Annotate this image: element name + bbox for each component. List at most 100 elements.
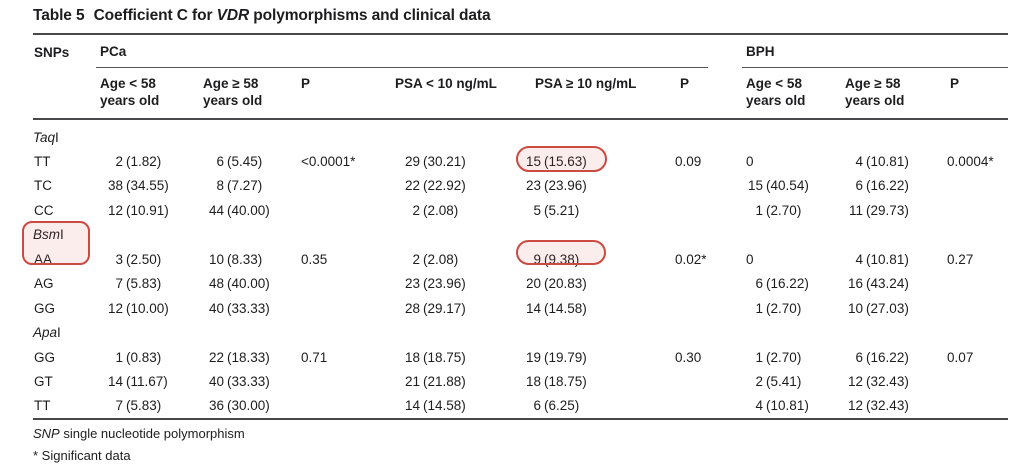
genotype-label: TT <box>33 394 96 420</box>
table-cell: 23 (23.96) <box>525 178 587 194</box>
table-cell: 0.71 <box>301 349 328 365</box>
column-header: Age < 58 years old <box>96 68 203 120</box>
table-cell <box>667 272 742 297</box>
column-header: P <box>945 68 1009 120</box>
table-cell: 11 (29.73) <box>849 202 909 218</box>
genotype-label: AG <box>34 276 54 292</box>
table-cell: 8 (7.27) <box>216 178 263 194</box>
table-cell: 1 (2.70) <box>755 202 802 218</box>
table-cell: 0 <box>746 153 754 169</box>
table-cell <box>300 296 395 321</box>
table-cell <box>667 370 742 395</box>
table-cell <box>945 370 1008 395</box>
table-cell: 0.07 <box>947 349 974 365</box>
table-cell: 2 (2.08) <box>412 202 459 218</box>
table-cell <box>300 370 395 395</box>
column-header: Age ≥ 58 years old <box>845 68 946 120</box>
table-body: TaqI TT 2 (1.82) 6 (5.45) <0.0001* 29 (30.21) 15(… <box>33 119 1009 420</box>
table-cell: 4 (10.81) <box>742 394 846 420</box>
table-cell <box>945 198 1008 223</box>
table-cell: 40 (33.33) <box>208 374 270 390</box>
table-cell: 44 (40.00) <box>208 202 270 218</box>
table-cell <box>667 394 743 420</box>
table-cell: 6 (16.22) <box>755 276 809 292</box>
table-cell: 12 (32.43) <box>848 374 909 390</box>
table-row: GT 14 (11.67) 40 (33.33) 21 (21.88) 18 (18.75) 2(… <box>33 370 1008 395</box>
table-cell: 18 (18.75) <box>404 349 466 365</box>
table-cell: 14 (14.58) <box>525 300 587 316</box>
snp-section-label: BsmI <box>33 227 64 243</box>
table-cell: 2 (2.08) <box>412 251 459 267</box>
table-cell <box>945 174 1008 199</box>
table-cell: 10 (27.03) <box>848 300 909 316</box>
table-cell: 12 (10.91) <box>107 202 169 218</box>
data-table: SNPs PCa BPH Age < 58 years old Age ≥ 58 ye… <box>33 33 1009 420</box>
table-cell: 14 (11.67) <box>107 374 168 390</box>
table-cell: 1 (2.70) <box>755 300 802 316</box>
table-row: GG 12 (10.00) 40 (33.33) 28 (29.17) 14 (14.58) 1(… <box>33 296 1008 321</box>
table-cell: 10 (8.33) <box>208 251 263 267</box>
table-cell: 29 (30.21) <box>404 153 466 169</box>
table-cell: 15 (15.63) <box>525 153 587 169</box>
table-cell <box>945 296 1008 321</box>
table-row: GG 1 (0.83) 22 (18.33) 0.71 18 (18.75) 19 (19.79)… <box>33 345 1008 370</box>
table-cell: 23 (23.96) <box>404 276 466 292</box>
genotype-label: TT <box>34 153 51 169</box>
table-row: TT 2 (1.82) 6 (5.45) <0.0001* 29 (30.21) 15 (15.6… <box>33 149 1008 174</box>
column-header-snps: SNPs <box>33 34 96 120</box>
table-cell: 15 (40.54) <box>748 178 809 194</box>
footnote-significance: * Significant data <box>33 448 131 463</box>
table-cell: 20 (20.83) <box>525 276 587 292</box>
table-cell: 6 (6.25) <box>525 394 667 420</box>
table-cell: 12 (10.00) <box>107 300 169 316</box>
column-header: P <box>667 68 743 120</box>
section-row: ApaI <box>33 321 1008 346</box>
table-cell <box>945 272 1008 297</box>
table-cell: 7 (5.83) <box>96 394 203 420</box>
genotype-label: GT <box>34 374 53 390</box>
table-cell <box>300 394 395 420</box>
table-cell: 12 (32.43) <box>845 394 946 420</box>
table-row: AA 3 (2.50) 10 (8.33) 0.35 2 (2.08) 9 (9.38) 0.02*… <box>33 247 1008 272</box>
table-title: Table 5 Coefficient C for VDR polymorphis… <box>33 7 491 25</box>
table-cell <box>667 198 742 223</box>
table-cell: 6 (5.45) <box>216 153 263 169</box>
snp-section-label: TaqI <box>33 130 59 145</box>
table-cell <box>300 174 395 199</box>
table-cell: 3 (2.50) <box>115 251 162 267</box>
genotype-label: TC <box>34 178 52 194</box>
table-cell: 16 (43.24) <box>848 276 909 292</box>
column-header: PSA ≥ 10 ng/mL <box>525 68 667 120</box>
genotype-label: GG <box>34 349 56 365</box>
gene-name-italic: VDR <box>216 7 250 24</box>
table-cell: 0.0004* <box>947 153 994 169</box>
table-cell <box>300 198 395 223</box>
table-cell <box>945 394 1009 420</box>
table-cell: 38 (34.55) <box>107 178 169 194</box>
genotype-label: GG <box>34 300 56 316</box>
table-cell: 2 (5.41) <box>755 374 802 390</box>
table-cell <box>300 272 395 297</box>
section-row: TaqI <box>33 119 1008 149</box>
table-cell: 7 (5.83) <box>115 276 162 292</box>
table-cell: 9 (9.38) <box>533 251 580 267</box>
column-header: PSA < 10 ng/mL <box>395 68 525 120</box>
group-header-row: SNPs PCa BPH <box>33 34 1009 120</box>
table-cell: 0.30 <box>675 349 702 365</box>
table-cell: 2 (1.82) <box>115 153 162 169</box>
table-cell: <0.0001* <box>301 153 356 169</box>
table-cell: 48 (40.00) <box>208 276 270 292</box>
snp-section-label: ApaI <box>33 325 61 341</box>
table-cell: 28 (29.17) <box>404 300 466 316</box>
sub-header-row: Age < 58 years old Age ≥ 58 years old P PSA <… <box>33 68 1009 120</box>
table-cell: 4 (10.81) <box>855 153 909 169</box>
table-row: TT 7 (5.83) 36 (30.00) 14 (14.58) 6 (6.25) 4 (10.8… <box>33 394 1009 420</box>
section-row: BsmI <box>33 223 1008 248</box>
table-cell: 0.35 <box>301 251 328 267</box>
table-cell: 19 (19.79) <box>525 349 587 365</box>
table-cell: 22 (22.92) <box>404 178 466 194</box>
table-cell: 0 <box>746 251 754 267</box>
table-cell: 4 (10.81) <box>855 251 909 267</box>
table-container: SNPs PCa BPH Age < 58 years old Age ≥ 58 ye… <box>33 33 1009 420</box>
table-row: CC 12 (10.91) 44 (40.00) 2 (2.08) 5 (5.21) 1 (2.70… <box>33 198 1008 223</box>
